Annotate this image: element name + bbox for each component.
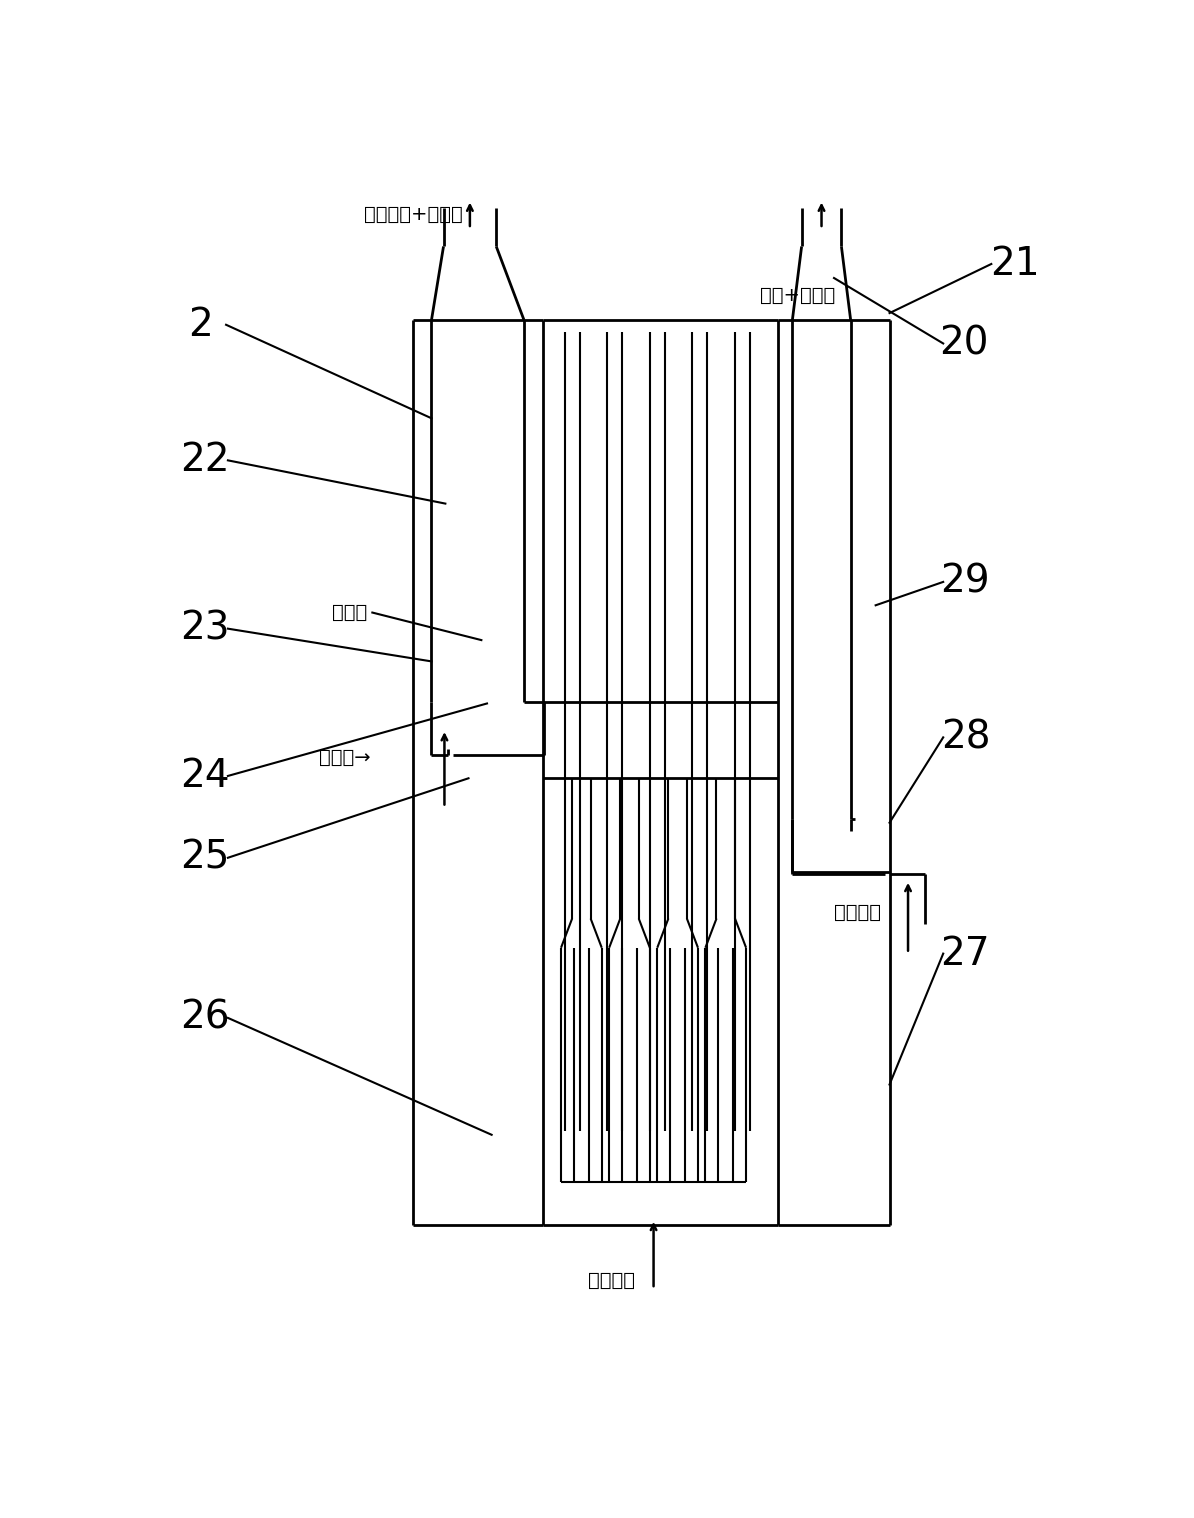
Text: 24: 24 xyxy=(180,757,229,795)
Text: 22: 22 xyxy=(180,442,229,480)
Text: 二氧化碳+水蒸气: 二氧化碳+水蒸气 xyxy=(364,205,462,225)
Text: 28: 28 xyxy=(941,718,990,756)
Text: 27: 27 xyxy=(941,935,990,973)
Text: 23: 23 xyxy=(180,610,229,648)
Text: 碳氢燃料: 碳氢燃料 xyxy=(589,1272,635,1290)
Text: 2: 2 xyxy=(187,305,213,343)
Text: 二氧化碳: 二氧化碳 xyxy=(835,903,881,923)
Text: 水蒸气: 水蒸气 xyxy=(332,603,367,622)
Text: 水蒸气→: 水蒸气→ xyxy=(319,748,370,767)
Text: 氢气+水蒸气: 氢气+水蒸气 xyxy=(761,285,836,305)
Text: 25: 25 xyxy=(180,839,229,877)
Text: 29: 29 xyxy=(941,563,990,601)
Text: 21: 21 xyxy=(990,244,1039,282)
Text: 20: 20 xyxy=(938,325,989,363)
Text: 26: 26 xyxy=(180,999,229,1037)
